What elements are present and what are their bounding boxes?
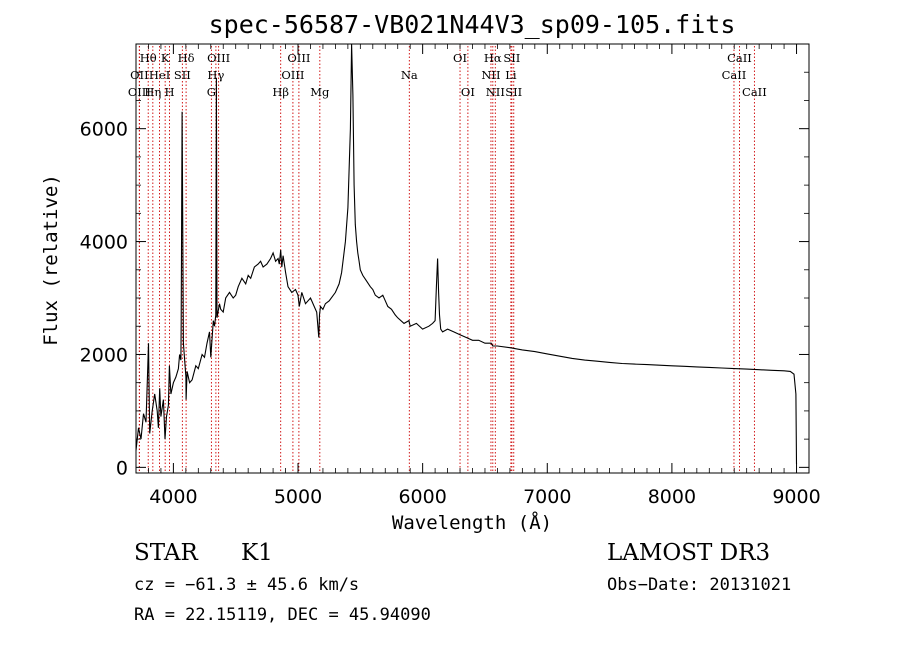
spectral-line-label: OIII xyxy=(281,68,304,82)
spectral-line-label: CaII xyxy=(722,68,747,82)
spectral-line-label: OI xyxy=(453,51,467,65)
y-axis-tick-labels: 0 2000 4000 6000 xyxy=(80,119,128,480)
spectral-line-label: K xyxy=(161,51,170,65)
spectral-line-label: OII xyxy=(130,68,149,82)
x-axis-tick-labels: 4000 5000 6000 7000 8000 9000 xyxy=(149,486,821,508)
spectral-line-label: H xyxy=(165,85,175,99)
spectral-line-label: SII xyxy=(503,51,520,65)
x-tick-label: 7000 xyxy=(523,486,571,508)
spectral-line-label: CaII xyxy=(742,85,767,99)
spectral-line-label: OIII xyxy=(128,85,151,99)
plot-frame xyxy=(135,43,810,474)
chart-title: spec-56587-VB021N44V3_sp09-105.fits xyxy=(209,10,736,39)
spectral-line-labels: Hθ OII OIII HeI Hη K H SII Hδ OIII Hγ G Hβ OIII OIII Mg… xyxy=(128,51,767,99)
spectrum-series-line xyxy=(135,43,798,465)
y-axis-ticks xyxy=(136,71,809,468)
spectral-line-label: NII xyxy=(486,85,505,99)
spectral-line-label: Hδ xyxy=(178,51,195,65)
obs-date: Obs−Date: 20131021 xyxy=(607,575,791,595)
y-tick-label: 2000 xyxy=(80,344,128,366)
spectral-line-label: SII xyxy=(174,68,191,82)
x-axis-label: Wavelength (Å) xyxy=(392,511,552,534)
y-tick-label: 6000 xyxy=(80,119,128,141)
spectral-line-label: Hη xyxy=(144,85,161,99)
x-axis-ticks xyxy=(148,44,798,473)
spectral-line-label: HeI xyxy=(149,68,170,82)
spectral-line-label: NII xyxy=(481,68,500,82)
redshift-cz: cz = −61.3 ± 45.6 km/s xyxy=(134,575,359,595)
spectral-line-label: OI xyxy=(461,85,475,99)
x-tick-label: 4000 xyxy=(149,486,197,508)
spectral-line-label: OIII xyxy=(287,51,310,65)
x-tick-label: 9000 xyxy=(772,486,820,508)
object-subclass: K1 xyxy=(241,540,273,566)
y-tick-label: 4000 xyxy=(80,232,128,254)
spectral-line-label: OIII xyxy=(207,51,230,65)
spectral-line-label: Li xyxy=(505,68,517,82)
y-tick-label: 0 xyxy=(116,457,128,479)
spectral-line-label: Hγ xyxy=(207,68,224,82)
spectral-line-label: Hα xyxy=(484,51,502,65)
spectral-line-label: SII xyxy=(505,85,522,99)
object-class: STAR xyxy=(134,540,198,566)
spectral-line-label: Na xyxy=(401,68,418,82)
survey-name: LAMOST DR3 xyxy=(607,540,770,566)
spectral-line-label: Hβ xyxy=(272,85,289,99)
x-tick-label: 6000 xyxy=(398,486,446,508)
spectral-line-markers xyxy=(138,46,755,473)
coordinates: RA = 22.15119, DEC = 45.94090 xyxy=(134,605,431,625)
spectral-line-label: CaII xyxy=(727,51,752,65)
x-tick-label: 5000 xyxy=(274,486,322,508)
spectral-line-label: Mg xyxy=(310,85,330,99)
y-axis-label: Flux (relative) xyxy=(40,174,62,346)
spectral-line-label: Hθ xyxy=(140,51,157,65)
spectral-line-label: G xyxy=(207,85,216,99)
x-tick-label: 8000 xyxy=(648,486,696,508)
